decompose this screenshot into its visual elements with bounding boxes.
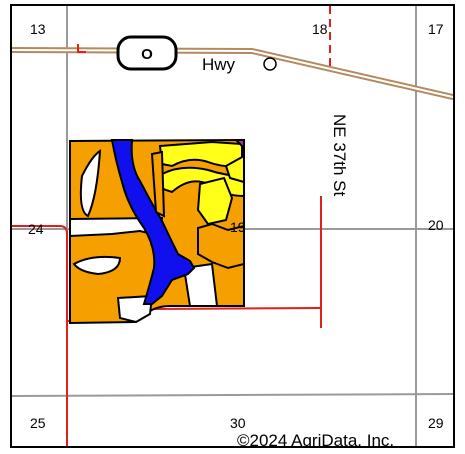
section-number: 29	[428, 415, 444, 431]
soil-map[interactable]: 13 18 17 24 19 20 25 30 29 O Hwy NE 37th…	[12, 6, 455, 448]
section-number: 30	[230, 415, 246, 431]
soil-map-units[interactable]	[69, 138, 245, 325]
highway-shield-label: O	[141, 46, 153, 63]
field-inclusion-white	[79, 149, 102, 218]
field-inclusion-white	[182, 262, 219, 307]
road-segment[interactable]	[12, 225, 68, 446]
soil-unit-yellow[interactable]	[224, 154, 245, 184]
soil-unit-yellow[interactable]	[196, 176, 234, 226]
soil-unit-purple[interactable]	[233, 139, 245, 151]
soil-unit-orange[interactable]	[150, 150, 166, 218]
section-number: 19	[230, 219, 246, 235]
highway-shield-icon[interactable]: O	[116, 35, 178, 71]
section-number: 20	[428, 217, 444, 233]
soil-unit-blue[interactable]	[110, 139, 196, 305]
highway-end-marker-icon	[263, 57, 277, 71]
copyright-notice: ©2024 AgriData, Inc.	[237, 431, 394, 448]
street-label: NE 37th St	[330, 114, 349, 196]
section-number: 25	[30, 415, 46, 431]
soil-unit-orange[interactable]	[197, 222, 245, 270]
field-inclusion-white	[72, 255, 122, 276]
section-number: 18	[312, 21, 328, 37]
section-number: 13	[30, 21, 46, 37]
section-number: 17	[428, 21, 444, 37]
section-numbers: 13 18 17 24 19 20 25 30 29	[28, 21, 444, 431]
road-segment[interactable]	[77, 44, 86, 53]
highway[interactable]	[12, 47, 455, 101]
map-frame: 13 18 17 24 19 20 25 30 29 O Hwy NE 37th…	[10, 4, 455, 448]
section-line	[12, 393, 453, 397]
highway-label: Hwy	[202, 55, 236, 74]
section-number: 24	[28, 221, 44, 237]
